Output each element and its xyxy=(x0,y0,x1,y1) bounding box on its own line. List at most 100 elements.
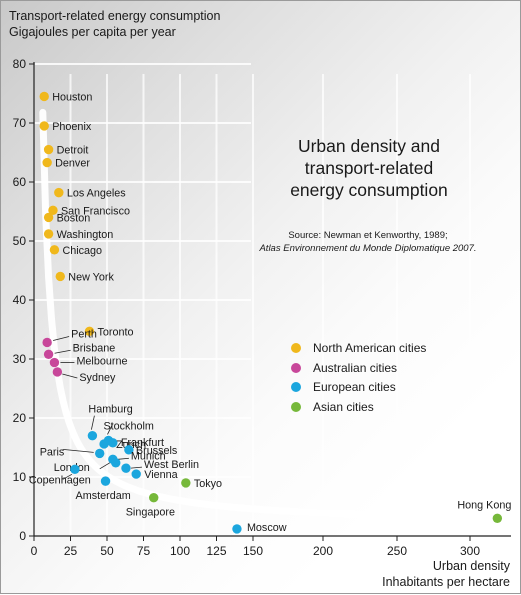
data-point-tokyo xyxy=(181,478,191,488)
y-tick-label-40: 40 xyxy=(13,293,27,307)
data-point-frankfurt xyxy=(108,438,118,448)
data-point-copenhagen xyxy=(70,464,80,475)
data-point-hong-kong xyxy=(492,513,503,523)
data-point-zurich xyxy=(99,439,109,449)
data-point-london xyxy=(111,458,121,468)
leader-line-stockholm xyxy=(107,424,113,435)
legend-label-north-american: North American cities xyxy=(313,341,427,355)
data-label-phoenix: Phoenix xyxy=(52,121,92,133)
data-label-chicago: Chicago xyxy=(62,245,102,257)
data-label-san-francisco: San Francisco xyxy=(61,205,130,217)
y-tick-label-30: 30 xyxy=(13,352,27,366)
data-point-denver xyxy=(42,157,52,168)
x-tick-label-125: 125 xyxy=(206,544,226,558)
legend-label-asian: Asian cities xyxy=(313,399,374,414)
source-line-2: Atlas Environnement du Monde Diplomatiqu… xyxy=(259,243,477,254)
data-label-melbourne: Melbourne xyxy=(76,356,127,368)
data-point-amsterdam xyxy=(100,476,111,486)
data-point-melbourne xyxy=(49,357,60,368)
data-label-singapore: Singapore xyxy=(126,507,175,519)
data-label-paris: Paris xyxy=(40,446,65,458)
legend-item-north-american: North American cities xyxy=(291,339,426,359)
data-label-los-angeles: Los Angeles xyxy=(67,188,126,200)
data-point-west-berlin xyxy=(121,463,131,473)
x-tick-label-100: 100 xyxy=(170,544,190,558)
x-tick-label-150: 150 xyxy=(243,544,263,558)
x-tick-label-75: 75 xyxy=(137,544,151,558)
data-label-new-york: New York xyxy=(68,271,114,283)
y-tick-label-80: 80 xyxy=(13,57,27,71)
data-label-hamburg: Hamburg xyxy=(88,404,132,416)
data-label-west-berlin: West Berlin xyxy=(144,459,199,471)
y-axis-label-line-1: Transport-related energy consumption xyxy=(9,9,221,23)
data-label-boston: Boston xyxy=(57,212,91,224)
x-tick-label-50: 50 xyxy=(100,544,114,558)
leader-line-sydney xyxy=(62,373,78,379)
data-point-hamburg xyxy=(87,431,98,441)
leader-line-perth xyxy=(53,336,70,341)
chart-title-line-3: energy consumption xyxy=(290,180,448,200)
leader-line-brisbane xyxy=(54,349,71,354)
x-axis-label: Urban density Inhabitants per hectare xyxy=(382,558,510,590)
x-tick-label-25: 25 xyxy=(64,544,78,558)
data-point-chicago xyxy=(49,245,60,255)
legend: North American cities Australian cities … xyxy=(291,339,426,417)
legend-label-european: European cities xyxy=(313,380,396,394)
legend-item-australian: Australian cities xyxy=(291,359,426,379)
data-label-perth: Perth xyxy=(71,328,97,340)
data-label-washington: Washington xyxy=(57,229,114,241)
data-label-vienna: Vienna xyxy=(144,469,177,481)
x-tick-label-0: 0 xyxy=(31,544,38,558)
data-point-houston xyxy=(39,91,49,102)
data-label-tokyo: Tokyo xyxy=(194,478,222,490)
data-point-sydney xyxy=(52,367,63,377)
leader-line-london xyxy=(99,462,110,470)
chart-title: Urban density and transport-related ener… xyxy=(259,135,479,201)
data-point-los-angeles xyxy=(54,187,64,198)
legend-dot-european xyxy=(291,382,301,392)
data-point-phoenix xyxy=(39,121,49,131)
y-axis-label-line-2: Gigajoules per capita per year xyxy=(9,25,176,39)
x-tick-label-300: 300 xyxy=(460,544,480,558)
x-tick-label-200: 200 xyxy=(313,544,333,558)
data-label-detroit: Detroit xyxy=(57,145,89,157)
y-tick-label-70: 70 xyxy=(13,116,27,130)
data-label-sydney: Sydney xyxy=(79,372,116,384)
trend-curve xyxy=(39,108,501,522)
data-point-vienna xyxy=(131,469,141,479)
chart-title-line-2: transport-related xyxy=(304,158,434,178)
data-point-singapore xyxy=(149,492,159,503)
data-label-moscow: Moscow xyxy=(247,522,287,534)
data-point-perth xyxy=(42,337,52,348)
data-label-brisbane: Brisbane xyxy=(73,342,116,354)
data-label-hong-kong: Hong Kong xyxy=(457,499,511,511)
leader-line-west-berlin xyxy=(130,466,143,469)
data-point-brisbane xyxy=(43,349,54,359)
data-label-frankfurt: Frankfurt xyxy=(121,437,164,449)
data-point-new-york xyxy=(55,271,65,282)
y-tick-label-20: 20 xyxy=(13,411,27,425)
x-axis-label-line-2: Inhabitants per hectare xyxy=(382,575,510,589)
x-axis-label-line-1: Urban density xyxy=(432,559,510,573)
data-label-zurich: Zurich xyxy=(116,439,146,451)
x-tick-label-250: 250 xyxy=(387,544,407,558)
data-point-toronto xyxy=(84,326,95,336)
leader-line-munich xyxy=(117,457,129,460)
leader-line-hamburg xyxy=(91,415,95,430)
legend-item-asian: Asian cities xyxy=(291,398,426,418)
data-label-amsterdam: Amsterdam xyxy=(76,490,131,502)
data-label-brussels: Brussels xyxy=(136,445,178,457)
data-label-toronto: Toronto xyxy=(97,326,133,338)
y-axis-label: Transport-related energy consumption Gig… xyxy=(9,8,220,40)
data-point-paris xyxy=(95,448,105,459)
leader-line-paris xyxy=(62,449,94,453)
legend-dot-australian xyxy=(291,362,301,373)
data-point-brussels xyxy=(124,445,134,455)
data-label-munich: Munich xyxy=(131,450,166,462)
data-label-denver: Denver xyxy=(55,158,90,170)
y-tick-label-10: 10 xyxy=(13,470,27,484)
leader-line-copenhagen xyxy=(62,473,73,480)
y-tick-label-0: 0 xyxy=(19,529,26,543)
data-point-boston xyxy=(43,212,54,223)
